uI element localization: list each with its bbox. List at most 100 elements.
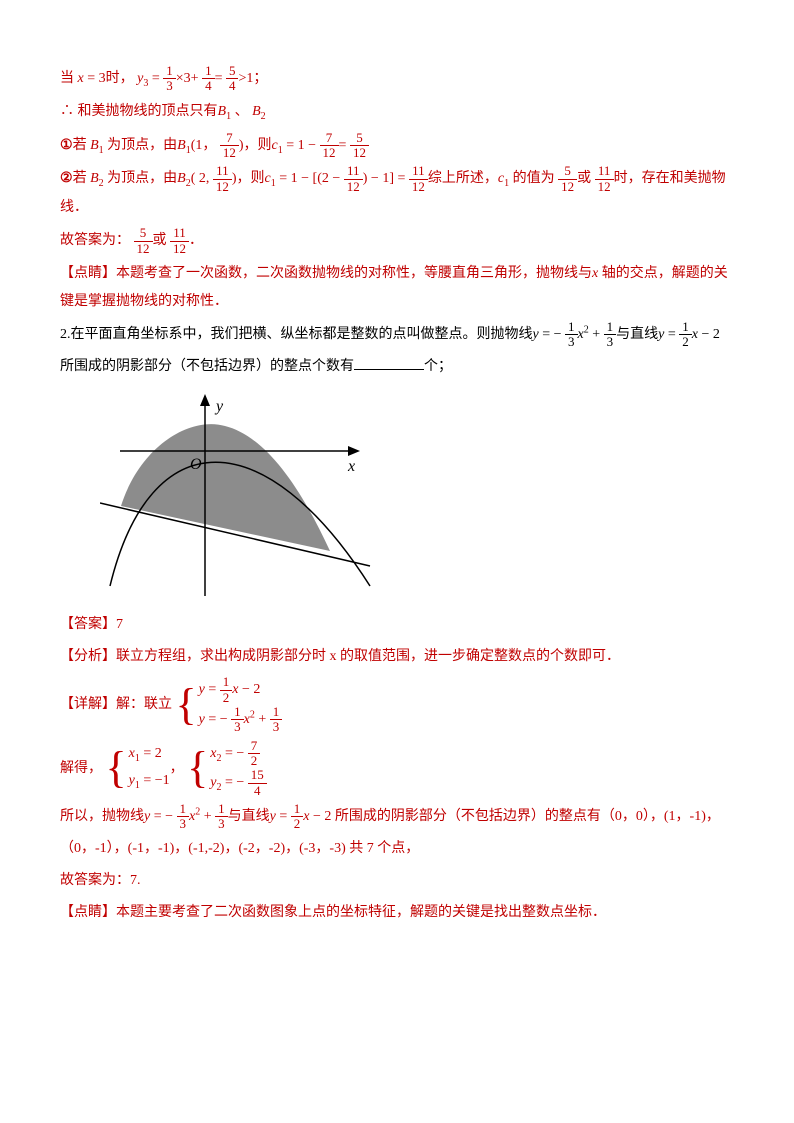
fraction: 512: [134, 226, 153, 256]
text: = −1: [140, 773, 170, 788]
fraction: 12: [679, 320, 692, 350]
den: 12: [595, 180, 614, 194]
den: 3: [270, 720, 283, 734]
dianjing-1: 【点睛】本题考查了一次函数，二次函数抛物线的对称性，等腰直角三角形，抛物线与x …: [60, 260, 734, 316]
den: 3: [231, 720, 244, 734]
fraction: 12: [220, 675, 233, 705]
case-num: ②: [60, 171, 73, 186]
text: )，则: [239, 138, 272, 153]
num: 1: [202, 64, 215, 79]
num: 11: [213, 164, 232, 179]
text: )，则: [232, 171, 265, 186]
equation-system: { y = 12x − 2 y = − 13x2 + 13: [176, 675, 283, 734]
text: = 2: [140, 746, 162, 761]
text: ∴ 和美抛物线的顶点只有: [60, 104, 218, 119]
fraction: 512: [350, 131, 369, 161]
num: 5: [558, 164, 577, 179]
text: 在平面直角坐标系中，我们把横、纵坐标都是整数的点叫做整点。则抛物线: [71, 327, 533, 342]
num: 1: [231, 705, 244, 720]
text: ) − 1] =: [363, 171, 409, 186]
solution-case-2: ②若 B2 为顶点，由B2( 2, 1112)，则c1 = 1 − [(2 − …: [60, 164, 734, 222]
final-answer: 故答案为：7.: [60, 867, 734, 895]
fraction: 13: [270, 705, 283, 735]
fraction: 13: [215, 802, 228, 832]
x-label: x: [347, 458, 355, 475]
num: 5: [134, 226, 153, 241]
den: 2: [679, 335, 692, 349]
var-b: B: [252, 104, 261, 119]
fraction: 14: [202, 64, 215, 94]
tag: 【分析】: [60, 649, 116, 664]
text: 本题考查了一次函数，二次函数抛物线的对称性，等腰直角三角形，抛物线与: [116, 266, 592, 281]
text: ( 2,: [191, 171, 210, 186]
y-label: y: [214, 398, 224, 415]
num: 7: [320, 131, 339, 146]
den: 3: [215, 817, 228, 831]
den: 12: [134, 242, 153, 256]
y-arrow-icon: [200, 394, 210, 406]
left-brace-icon: {: [176, 683, 197, 727]
text: =: [276, 809, 291, 824]
text: = −: [150, 809, 173, 824]
text: 为顶点，由: [104, 171, 178, 186]
graph-container: y x O: [100, 391, 734, 601]
text: =: [664, 327, 679, 342]
text: − 2: [238, 682, 260, 697]
text: 或: [577, 171, 591, 186]
den: 4: [248, 784, 267, 798]
text: =: [339, 138, 347, 153]
solution-line-2: ∴ 和美抛物线的顶点只有B1 、 B2: [60, 98, 734, 127]
xiangjie: 【详解】解：联立 { y = 12x − 2 y = − 13x2 + 13: [60, 675, 734, 734]
fraction: 1112: [344, 164, 363, 194]
text: 与直线: [228, 809, 270, 824]
num: 11: [344, 164, 363, 179]
text: =: [215, 71, 223, 86]
num: 1: [220, 675, 233, 690]
fraction: 712: [220, 131, 239, 161]
text: （0，-1），(-1，-1)，(-1,-2)，(-2，-2)，(-3，-3) 共…: [60, 841, 419, 856]
text: =: [148, 71, 163, 86]
fraction: 54: [226, 64, 239, 94]
den: 3: [604, 335, 617, 349]
num: 1: [215, 802, 228, 817]
text: = −: [205, 712, 228, 727]
case-num: ①: [60, 138, 73, 153]
num: 15: [248, 768, 267, 783]
den: 3: [177, 817, 190, 831]
sub: 1: [226, 111, 231, 122]
num: 1: [270, 705, 283, 720]
text: 所围成的阴影部分（不包括边界）的整点个数有: [60, 359, 354, 374]
text: 联立方程组，求出构成阴影部分时 x 的取值范围，进一步确定整数点的个数即可．: [116, 649, 620, 664]
var-b: B: [177, 171, 186, 186]
tag: 【详解】: [60, 697, 116, 712]
graph: y x O: [100, 391, 380, 601]
text: 故答案为：7.: [60, 873, 141, 888]
solution-line-1: 当 x = 3时， y3 = 13×3+ 14= 54>1；: [60, 64, 734, 94]
conclusion: 所以，抛物线y = − 13x2 + 13与直线y = 12x − 2 所围成的…: [60, 802, 734, 832]
answer-line: 故答案为： 512或 1112．: [60, 226, 734, 256]
text: 为顶点，由: [104, 138, 178, 153]
num: 5: [350, 131, 369, 146]
text: 综上所述，: [428, 171, 498, 186]
var-b: B: [90, 171, 99, 186]
text: 所以，抛物线: [60, 809, 144, 824]
origin-label: O: [190, 456, 202, 473]
den: 4: [202, 79, 215, 93]
fraction: 1112: [213, 164, 232, 194]
fraction: 13: [231, 705, 244, 735]
num: 11: [170, 226, 189, 241]
den: 3: [565, 335, 578, 349]
den: 12: [170, 242, 189, 256]
text: = −: [221, 746, 244, 761]
jiede: 解得， { x1 = 2 y1 = −1 ， { x2 = − 72 y2 = …: [60, 739, 734, 798]
text: 故答案为：: [60, 233, 130, 248]
den: 12: [213, 180, 232, 194]
text: = 1 −: [283, 138, 320, 153]
text: 若: [73, 138, 91, 153]
text: 、: [235, 104, 249, 119]
solution-1: { x1 = 2 y1 = −1: [106, 741, 170, 795]
question-2b: 所围成的阴影部分（不包括边界）的整点个数有个；: [60, 353, 734, 381]
tag: 【点睛】: [60, 905, 116, 920]
left-brace-icon: {: [106, 746, 127, 790]
fenxi: 【分析】联立方程组，求出构成阴影部分时 x 的取值范围，进一步确定整数点的个数即…: [60, 643, 734, 671]
